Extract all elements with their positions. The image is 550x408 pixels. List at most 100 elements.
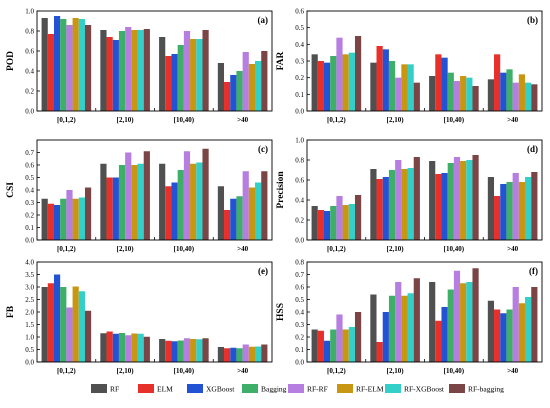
bar-xgboost — [230, 198, 237, 240]
bar-bagging — [118, 333, 126, 362]
bar-rf — [311, 329, 318, 362]
bar-rf-xgboost — [407, 293, 414, 362]
bar-rf-elm — [342, 329, 349, 362]
x-category-label: >40 — [237, 245, 248, 253]
x-category-label: [0,1,2) — [327, 116, 346, 124]
bar-bagging — [236, 348, 243, 362]
bar-bagging — [236, 71, 243, 111]
y-tick-label: 0.6 — [295, 284, 304, 292]
bar-rf-rf — [512, 287, 519, 362]
bar-rf-elm — [460, 161, 467, 240]
bar-rf-rf — [336, 196, 343, 240]
bar-rf-xgboost — [525, 297, 532, 362]
bar-rf — [100, 30, 107, 111]
bar-rf-rf — [453, 270, 461, 362]
bar-rf — [429, 161, 436, 240]
bar-rf — [217, 347, 225, 362]
bar-rf-bagging — [413, 278, 420, 362]
bar-rf-elm — [460, 283, 467, 362]
legend-label: RF-bagging — [468, 385, 504, 394]
bar-rf-rf — [125, 335, 132, 362]
bar-rf-elm — [72, 286, 79, 362]
bar-rf — [487, 79, 495, 111]
y-tick-label: 0.1 — [295, 91, 304, 99]
bar-bagging — [118, 31, 126, 111]
bar-xgboost — [382, 177, 389, 240]
x-category-label: [10,40) — [174, 116, 195, 124]
bar-rf-rf — [336, 314, 343, 362]
y-tick-label: 2.5 — [25, 296, 34, 304]
bar-rf-bagging — [84, 25, 92, 111]
bar-rf — [41, 198, 48, 240]
bar-rf-elm — [401, 64, 408, 111]
y-axis-label: POD — [6, 51, 16, 71]
bar-rf-bagging — [261, 344, 268, 362]
legend-swatch-bagging — [242, 384, 258, 393]
bar-bagging — [60, 19, 67, 111]
legend-label: RF-RF — [307, 385, 328, 394]
bar-rf-bagging — [202, 338, 209, 362]
legend-swatch-rf-xgboost — [385, 384, 401, 393]
bar-rf-xgboost — [348, 327, 355, 362]
bar-rf-elm — [342, 205, 349, 240]
bar-xgboost — [53, 205, 61, 240]
x-category-label: [10,40) — [444, 245, 465, 253]
bar-xgboost — [112, 40, 119, 111]
bar-rf-bagging — [261, 51, 268, 111]
y-axis-label: FAR — [276, 51, 286, 70]
y-tick-label: 1.0 — [295, 137, 304, 145]
bar-rf-xgboost — [255, 61, 262, 111]
panel-c: 0.0 0.1 0.2 0.3 0.4 0.5 0.6 0.7 [0,1,2) [2,10) [10… — [6, 139, 273, 253]
y-tick-label: 3.5 — [25, 271, 34, 279]
bar-elm — [165, 186, 172, 240]
bar-elm — [435, 320, 442, 362]
bar-xgboost — [112, 333, 119, 362]
y-tick-label: 0.0 — [25, 237, 34, 245]
x-category-label: [0,1,2) — [57, 116, 76, 124]
bar-xgboost — [323, 340, 331, 362]
bar-rf-elm — [131, 333, 138, 362]
bar-rf-bagging — [143, 336, 150, 362]
bar-rf — [100, 333, 107, 362]
bar-rf-rf — [66, 190, 73, 240]
bar-rf-xgboost — [348, 204, 355, 240]
bar-xgboost — [441, 173, 448, 240]
bar-rf-bagging — [84, 310, 92, 362]
bar-rf-bagging — [202, 30, 209, 111]
panel-f: 0.0 0.1 0.2 0.3 0.4 0.5 0.6 0.7 0.8 [0,1,2) [2,10)… — [276, 259, 543, 375]
bar-bagging — [447, 163, 454, 240]
bar-rf-elm — [248, 187, 256, 240]
bar-rf-xgboost — [196, 339, 203, 362]
bar-rf-elm — [131, 165, 138, 240]
bar-xgboost — [230, 75, 237, 111]
bar-elm — [224, 82, 231, 111]
bar-rf-bagging — [143, 151, 150, 240]
bar-elm — [317, 330, 324, 362]
bar-elm — [106, 177, 113, 240]
panel-label: (c) — [258, 144, 268, 154]
bar-rf-xgboost — [137, 30, 144, 111]
bar-rf — [429, 282, 436, 362]
bar-rf — [41, 287, 48, 362]
bar-elm — [165, 56, 172, 111]
y-tick-label: 0.0 — [295, 359, 304, 367]
bar-rf-xgboost — [466, 160, 473, 240]
bar-rf-rf — [183, 151, 191, 240]
bar-elm — [435, 54, 442, 111]
x-category-label: [2,10) — [387, 245, 405, 253]
bar-rf-elm — [342, 54, 349, 111]
y-tick-label: 0.1 — [295, 346, 304, 354]
bar-rf-rf — [125, 27, 132, 111]
legend-label: RF — [110, 385, 119, 394]
bar-rf — [311, 54, 318, 111]
bar-elm — [317, 210, 324, 240]
bar-elm — [224, 348, 231, 362]
bar-xgboost — [53, 16, 61, 111]
bar-rf-rf — [66, 25, 73, 111]
bar-elm — [224, 210, 231, 240]
bar-rf-xgboost — [466, 282, 473, 362]
bar-elm — [494, 309, 501, 362]
bar-rf-bagging — [531, 287, 538, 362]
bar-rf-elm — [72, 18, 79, 111]
bar-elm — [435, 174, 442, 240]
